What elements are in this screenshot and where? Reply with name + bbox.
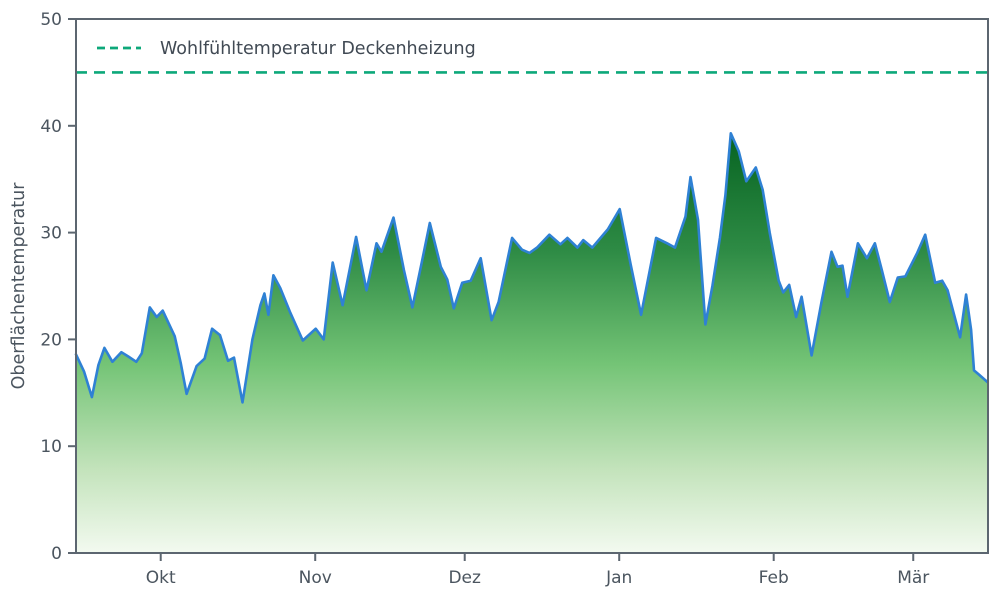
y-tick-label-20: 20	[40, 330, 62, 350]
x-tick-label-mär: Mär	[897, 568, 929, 588]
x-tick-label-feb: Feb	[759, 568, 789, 588]
y-tick-label-0: 0	[51, 544, 62, 564]
temperature-line	[74, 132, 989, 404]
y-tick-label-50: 50	[40, 10, 62, 30]
plot-frame	[75, 18, 989, 554]
legend-label: Wohlfühltemperatur Deckenheizung	[160, 39, 476, 59]
x-tick-label-dez: Dez	[448, 568, 481, 588]
x-tick-label-jan: Jan	[605, 568, 632, 588]
legend: Wohlfühltemperatur Deckenheizung	[97, 39, 476, 59]
y-tick-label-10: 10	[40, 437, 62, 457]
y-tick-label-30: 30	[40, 224, 62, 244]
x-tick-label-nov: Nov	[299, 568, 332, 588]
y-tick-label-40: 40	[40, 117, 62, 137]
x-tick-label-okt: Okt	[146, 568, 176, 588]
y-axis: 0 10 20 30 40 50	[40, 10, 76, 564]
temperature-area	[76, 133, 988, 554]
y-axis-title: Oberflächentemperatur	[9, 182, 29, 390]
x-axis: Okt Nov Dez Jan Feb Mär	[146, 553, 929, 588]
